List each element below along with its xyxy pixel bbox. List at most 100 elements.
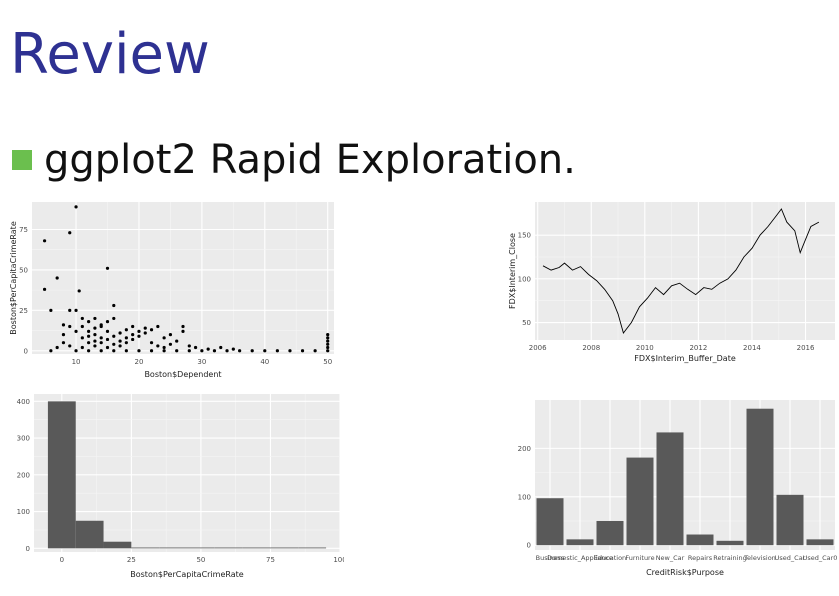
y-tick-label: 25 [19,307,28,315]
histogram-bar [131,547,160,549]
x-tick-label: 20 [134,358,143,366]
scatter-point [87,341,91,345]
bullet-text: ggplot2 Rapid Exploration. [44,137,576,183]
scatter-point [68,324,72,329]
scatter-point [118,344,122,348]
scatter-point [105,345,110,350]
bar-television [746,408,774,546]
scatter-point [156,344,160,348]
scatter-point [112,342,116,346]
histogram-bar [159,547,187,549]
x-tick-label: 2006 [529,344,547,352]
scatter-point [68,344,72,348]
bar-domestic-appliance [566,539,594,546]
line-plot-fdx-close: 2006 2008 2010 2012 2014 201650100150FDX$Inte… [508,202,835,363]
bar-used-car [776,494,804,546]
scatter-point [105,266,110,270]
x-tick-label: 40 [260,358,269,366]
bar-new-car [656,432,684,546]
scatter-point [143,331,147,335]
scatter-point [112,334,116,338]
scatter-point [105,329,110,333]
histogram-bar [187,547,215,549]
scatter-point [42,287,47,291]
scatter-point [112,349,116,353]
histogram-bar [47,401,76,549]
bar-furniture [626,457,654,546]
scatter-point [231,347,235,351]
series-line [542,208,820,334]
scatter-point [87,334,91,338]
y-tick-label: 0 [24,347,28,355]
y-tick-label: 75 [19,226,28,234]
x-axis-label: CreditRisk$Purpose [646,568,724,577]
scatter-point [61,341,66,345]
histogram-bar [242,547,271,549]
scatter-point [313,349,317,353]
x-tick-label: 30 [197,358,206,366]
plot-panel [535,202,835,340]
x-tick-label: 2008 [582,344,600,352]
scatter-point [326,336,330,340]
scatter-point [149,341,154,345]
scatter-point [326,342,330,346]
scatter-point [250,349,254,353]
scatter-point [87,349,91,353]
scatter-point [200,349,204,353]
scatter-point [131,324,135,329]
scatter-point [131,337,135,342]
x-tick-label: Business [536,554,565,562]
x-tick-label: Domestic_Appliance [547,554,613,562]
scatter-point [181,324,185,329]
scatter-point [193,345,198,350]
scatter-point [80,316,84,321]
x-tick-label: 2010 [636,344,654,352]
scatter-point [175,339,179,343]
scatter-point [225,349,229,353]
scatter-point [219,345,223,350]
y-tick-label: 100 [518,275,531,283]
y-tick-label: 50 [19,266,28,274]
scatter-point [105,337,110,342]
scatter-point [42,239,47,243]
scatter-point [175,349,179,353]
bar-business [536,498,564,546]
x-tick-label: 2012 [689,344,707,352]
histogram-bar [214,547,243,549]
scatter-point [87,320,91,324]
scatter-point [93,344,97,348]
y-tick-label: 200 [518,445,531,453]
slide-title: Review [10,22,210,87]
scatter-point [80,324,84,329]
scatter-point [80,336,84,340]
x-tick-label: 2014 [743,344,761,352]
x-tick-label: Furniture [625,554,654,562]
scatter-point [55,345,59,350]
histogram-bar [270,547,299,549]
scatter-point [162,336,166,340]
scatter-point [168,332,173,337]
scatter-point [137,334,141,338]
scatter-point [275,349,279,353]
x-tick-label: Education [594,554,626,562]
scatter-point [74,329,78,333]
x-tick-label: Retraining [713,554,746,562]
scatter-point [288,349,292,353]
x-tick-label: Repairs [688,554,713,562]
scatter-point [105,320,110,324]
x-axis-label: Boston$PerCapitaCrimeRate [130,570,244,579]
x-tick-label: 0 [60,556,64,564]
scatter-point [118,331,122,335]
y-tick-label: 200 [17,471,30,479]
x-tick-label: 25 [127,556,136,564]
scatter-point [137,329,141,333]
scatter-point [93,332,97,337]
x-axis-label: FDX$Interim_Buffer_Date [634,354,736,363]
scatter-point [99,336,103,340]
histogram-crime-rate: 0 25 50 75 100 0 100 200 300 400 Boston$PerCapitaC… [17,394,344,579]
scatter-point [149,328,154,332]
y-axis-label: Boston$PerCapitaCrimeRate [9,221,18,335]
bar-retraining [716,540,744,546]
scatter-point [300,349,305,353]
plot-panel [32,202,334,354]
